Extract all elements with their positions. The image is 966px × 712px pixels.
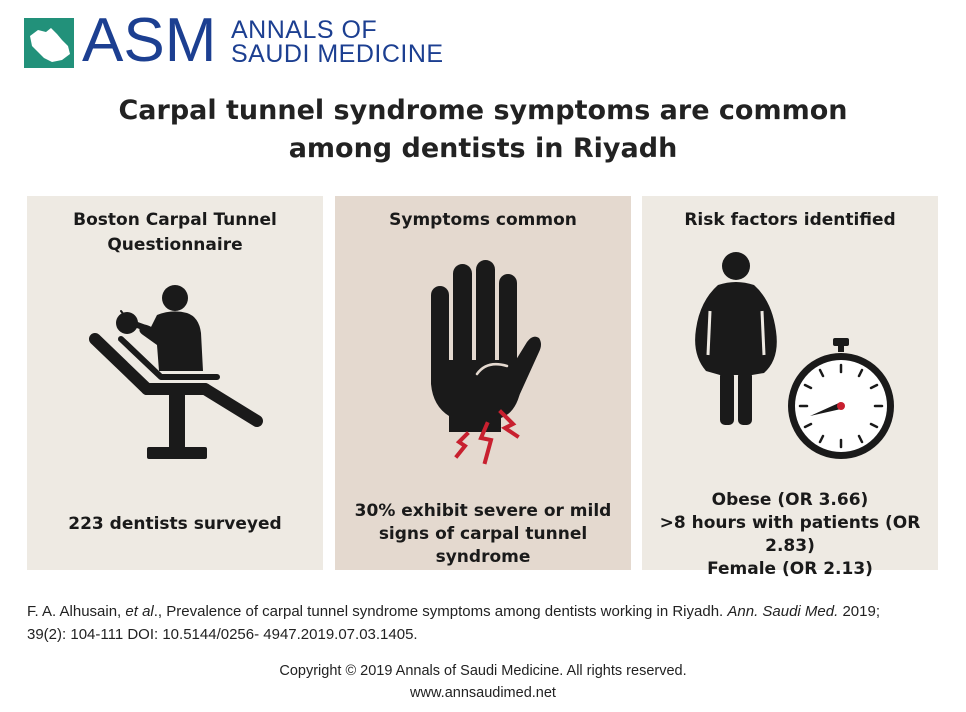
title-line2: among dentists in Riyadh [288, 133, 678, 164]
citation-year: 2019; [838, 603, 880, 620]
panel-footer-line2: >8 hours with patients (OR 2.83) [659, 513, 921, 556]
panel-footer-line3: Female (OR 2.13) [707, 559, 873, 579]
panel-title: Boston Carpal Tunnel Questionnaire [27, 208, 323, 258]
panel-risk-factors: Risk factors identified [642, 196, 938, 579]
panel-footer-line1: Obese (OR 3.66) [711, 490, 869, 510]
panel-footer: 223 dentists surveyed [68, 514, 282, 534]
dentist-chair-icon [89, 285, 263, 459]
panel-footer-line1: 30% exhibit severe or mild [354, 501, 612, 521]
copyright-footer: Copyright © 2019 Annals of Saudi Medicin… [0, 660, 966, 704]
panel-title-line1: Boston Carpal Tunnel [73, 210, 277, 230]
copyright-text: Copyright © 2019 Annals of Saudi Medicin… [279, 663, 687, 679]
panel-questionnaire: Boston Carpal Tunnel Questionnaire [27, 196, 323, 570]
hand-pain-icon [431, 260, 541, 435]
citation-line1: F. A. Alhusain, et al., Prevalence of ca… [27, 600, 947, 623]
citation-line2: 39(2): 104-111 DOI: 10.5144/0256- 4947.2… [27, 626, 418, 643]
brand-name: ANNALS OF SAUDI MEDICINE [231, 16, 444, 68]
citation-journal: Ann. Saudi Med. [727, 603, 839, 620]
brand-name-line2: SAUDI MEDICINE [231, 40, 444, 68]
title-line1: Carpal tunnel syndrome symptoms are comm… [118, 95, 848, 126]
citation-text: ., Prevalence of carpal tunnel syndrome … [153, 603, 728, 620]
obese-person-icon [695, 252, 777, 425]
panel-symptoms: Symptoms common 30% exhibit severe or mi… [335, 196, 631, 570]
stopwatch-icon [788, 338, 894, 459]
brand-header: ASM ANNALS OF SAUDI MEDICINE [24, 8, 544, 74]
panel-title-line2: Questionnaire [107, 235, 243, 255]
citation: F. A. Alhusain, et al., Prevalence of ca… [27, 600, 947, 646]
infographic-title: Carpal tunnel syndrome symptoms are comm… [0, 92, 966, 168]
panel-title: Symptoms common [389, 210, 577, 230]
citation-etal: et al [125, 603, 154, 620]
saudi-map-logo-icon [24, 18, 74, 68]
panel-footer-line2: signs of carpal tunnel syndrome [378, 524, 588, 567]
panel-footer: 30% exhibit severe or mild signs of carp… [335, 500, 631, 569]
panel-footer: Obese (OR 3.66) >8 hours with patients (… [642, 489, 938, 581]
brand-name-line1: ANNALS OF [231, 16, 378, 44]
pain-lightning-icon [454, 409, 520, 465]
brand-acronym: ASM [82, 6, 217, 75]
panel-title: Risk factors identified [684, 210, 896, 230]
website-link[interactable]: www.annsaudimed.net [410, 685, 556, 701]
citation-authors: F. A. Alhusain, [27, 603, 126, 620]
